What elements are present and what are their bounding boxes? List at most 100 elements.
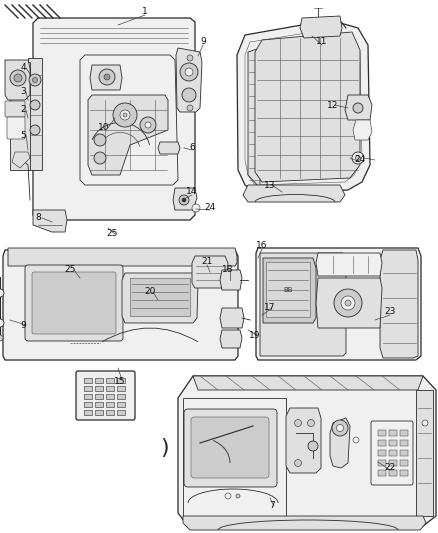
Polygon shape — [10, 62, 30, 170]
Polygon shape — [88, 95, 168, 175]
Polygon shape — [260, 253, 346, 356]
Text: 24: 24 — [205, 204, 215, 213]
Bar — [117, 402, 125, 407]
Circle shape — [236, 494, 240, 498]
Bar — [84, 378, 92, 383]
Circle shape — [120, 110, 130, 120]
Text: 5: 5 — [20, 131, 26, 140]
Circle shape — [10, 70, 26, 86]
Bar — [117, 378, 125, 383]
Bar — [400, 430, 408, 436]
Text: 12: 12 — [327, 101, 339, 109]
Bar — [95, 402, 103, 407]
Polygon shape — [12, 152, 30, 168]
Circle shape — [294, 419, 301, 426]
Bar — [378, 450, 386, 456]
Text: 4: 4 — [20, 63, 26, 72]
Text: 10: 10 — [98, 124, 110, 133]
Circle shape — [334, 289, 362, 317]
Circle shape — [422, 420, 428, 426]
Polygon shape — [90, 65, 122, 90]
Text: 14: 14 — [186, 188, 198, 197]
FancyBboxPatch shape — [191, 417, 269, 478]
Polygon shape — [3, 250, 238, 360]
Text: 8: 8 — [35, 214, 41, 222]
Circle shape — [14, 74, 22, 82]
Polygon shape — [345, 95, 372, 120]
Circle shape — [104, 74, 110, 80]
Polygon shape — [300, 16, 342, 38]
Circle shape — [29, 74, 41, 86]
Circle shape — [352, 152, 364, 164]
Text: 1: 1 — [142, 7, 148, 17]
Bar — [84, 394, 92, 399]
Circle shape — [336, 424, 343, 432]
Circle shape — [30, 125, 40, 135]
Polygon shape — [8, 248, 237, 266]
Bar — [106, 378, 114, 383]
Circle shape — [0, 289, 4, 297]
Circle shape — [353, 103, 363, 113]
Circle shape — [99, 69, 115, 85]
Circle shape — [0, 335, 3, 341]
Bar — [84, 402, 92, 407]
Circle shape — [341, 296, 355, 310]
Circle shape — [187, 105, 193, 111]
Polygon shape — [173, 188, 197, 210]
Polygon shape — [316, 253, 382, 276]
FancyBboxPatch shape — [5, 101, 25, 117]
Polygon shape — [192, 256, 228, 288]
Bar — [84, 410, 92, 415]
Polygon shape — [248, 48, 260, 188]
Polygon shape — [178, 376, 436, 526]
Text: 25: 25 — [106, 230, 118, 238]
Circle shape — [182, 198, 186, 202]
Polygon shape — [237, 20, 370, 195]
Circle shape — [94, 134, 106, 146]
Bar — [106, 394, 114, 399]
Bar — [389, 460, 397, 466]
Polygon shape — [220, 270, 242, 290]
Text: 20: 20 — [144, 287, 155, 296]
Polygon shape — [183, 516, 426, 530]
Bar — [400, 460, 408, 466]
Text: 18: 18 — [222, 265, 234, 274]
Polygon shape — [353, 120, 372, 140]
Text: 16: 16 — [256, 241, 268, 251]
Bar — [106, 402, 114, 407]
Polygon shape — [256, 248, 421, 360]
Polygon shape — [5, 60, 30, 100]
Circle shape — [140, 117, 156, 133]
Bar — [378, 460, 386, 466]
Bar — [106, 410, 114, 415]
Bar — [106, 386, 114, 391]
Circle shape — [353, 437, 359, 443]
FancyBboxPatch shape — [25, 265, 123, 341]
Polygon shape — [183, 398, 286, 516]
Bar — [378, 470, 386, 476]
Text: 19: 19 — [249, 330, 261, 340]
Bar — [95, 410, 103, 415]
Circle shape — [179, 195, 189, 205]
Circle shape — [180, 63, 198, 81]
Circle shape — [32, 77, 38, 83]
Circle shape — [225, 493, 231, 499]
Text: BB: BB — [283, 287, 293, 293]
Circle shape — [345, 300, 351, 306]
Bar — [130, 278, 190, 316]
Polygon shape — [158, 142, 180, 154]
Circle shape — [113, 103, 137, 127]
Bar — [389, 470, 397, 476]
Circle shape — [187, 55, 193, 61]
Circle shape — [182, 88, 196, 102]
Bar — [400, 470, 408, 476]
Polygon shape — [243, 185, 345, 202]
Text: 9: 9 — [20, 320, 26, 329]
Polygon shape — [220, 308, 244, 328]
Circle shape — [332, 420, 348, 436]
Bar — [117, 386, 125, 391]
Circle shape — [145, 122, 151, 128]
Polygon shape — [220, 330, 242, 348]
Text: 24: 24 — [354, 156, 366, 165]
Polygon shape — [263, 258, 316, 323]
